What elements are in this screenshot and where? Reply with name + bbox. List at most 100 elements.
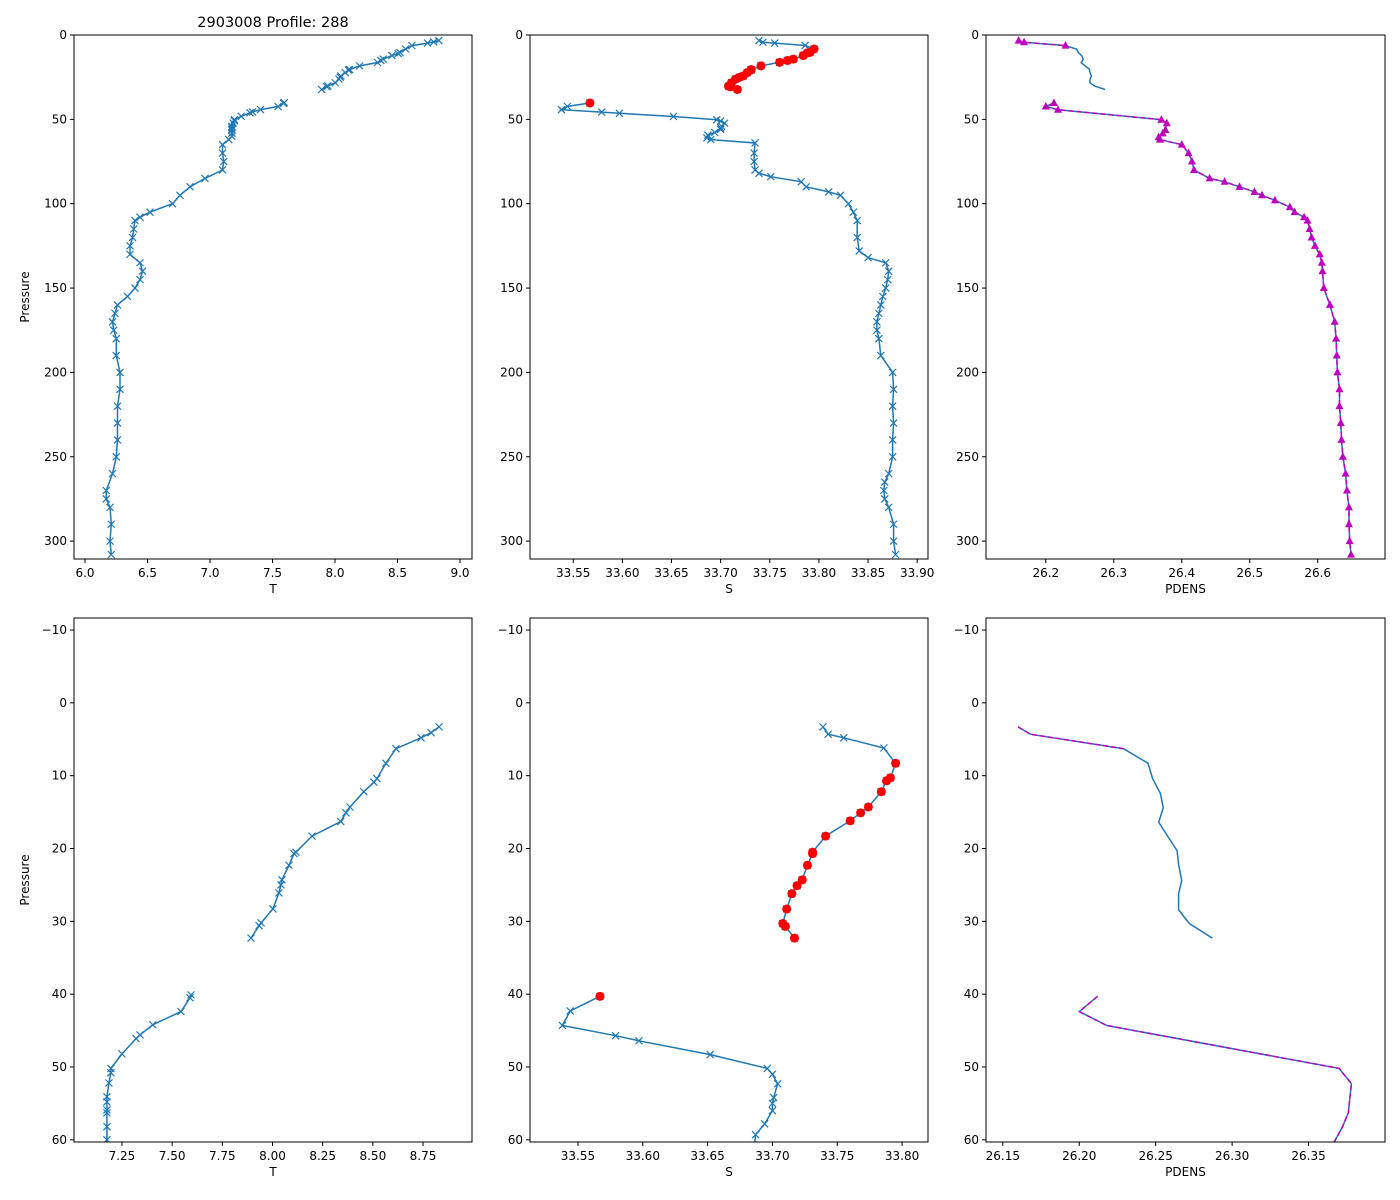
- flagged-point-marker: [845, 816, 855, 826]
- data-point-x-marker: [227, 126, 236, 134]
- x-tick-label: 33.55: [561, 1149, 595, 1163]
- x-tick-label: 8.50: [359, 1149, 386, 1163]
- y-tick-label: 30: [508, 914, 523, 928]
- data-point-x-marker: [346, 803, 354, 811]
- data-point-x-marker: [750, 149, 758, 158]
- panel-s-zoom: 33.55 33.60 33.65 33.70 33.75 33.80 −10 0 10 20 30…: [498, 617, 929, 1179]
- data-point-x-marker: [279, 99, 288, 108]
- data-point-x-marker: [237, 112, 246, 121]
- y-tick-label: 100: [500, 197, 523, 211]
- y-tick-label: 150: [500, 281, 523, 295]
- data-point-x-marker: [751, 1130, 760, 1139]
- data-point-x-marker: [557, 105, 566, 114]
- flagged-point-marker: [876, 787, 886, 797]
- data-point-x-marker: [274, 889, 283, 897]
- data-point-x-marker: [864, 253, 872, 262]
- good-pdens-marker: [1337, 435, 1346, 443]
- data-point-x-marker: [824, 730, 833, 739]
- data-point-x-marker: [716, 125, 725, 134]
- flagged-point-marker: [802, 860, 812, 870]
- axes-frame: [73, 34, 473, 560]
- good-pdens-marker: [1054, 105, 1063, 113]
- x-axis-label: PDENS: [1165, 1165, 1206, 1179]
- data-point-x-marker: [855, 247, 864, 255]
- data-point-x-marker: [836, 191, 845, 200]
- y-tick-label: 50: [52, 1060, 67, 1074]
- data-point-x-marker: [322, 82, 331, 91]
- data-point-x-marker: [224, 135, 233, 144]
- data-point-x-marker: [706, 135, 715, 144]
- series-line-pdens: [1018, 39, 1352, 555]
- data-point-x-marker: [880, 495, 889, 503]
- data-point-x-marker: [218, 166, 227, 174]
- data-point-x-marker: [176, 191, 184, 200]
- good-pdens-marker: [1061, 41, 1070, 49]
- data-point-x-marker: [889, 537, 898, 546]
- data-point-x-marker: [884, 503, 893, 512]
- data-point-x-marker: [113, 419, 122, 427]
- data-point-x-marker: [113, 402, 122, 411]
- x-tick-label: 8.25: [309, 1149, 336, 1163]
- good-pdens-marker: [1318, 266, 1327, 275]
- data-point-x-marker: [108, 469, 117, 478]
- y-tick-label: 10: [964, 769, 979, 783]
- x-tick-label: 7.75: [209, 1149, 236, 1163]
- y-tick-label: 200: [956, 365, 979, 379]
- data-point-x-marker: [227, 129, 236, 138]
- data-point-x-marker: [802, 182, 811, 191]
- x-axis-label: S: [725, 1165, 733, 1179]
- data-point-x-marker: [102, 495, 111, 503]
- x-tick-label: 33.70: [703, 566, 737, 580]
- good-pdens-marker: [1330, 317, 1339, 325]
- good-pdens-marker: [1290, 207, 1299, 216]
- series-line-t: [105, 39, 439, 555]
- good-pdens-line: [1018, 39, 1352, 555]
- y-tick-label: 20: [52, 842, 67, 856]
- data-point-x-marker: [107, 520, 116, 529]
- y-tick-label: 50: [964, 1060, 979, 1074]
- x-tick-label: 26.3: [1100, 566, 1127, 580]
- data-point-x-marker: [274, 102, 282, 111]
- data-point-x-marker: [755, 169, 763, 178]
- data-point-x-marker: [359, 787, 368, 796]
- data-point-x-marker: [107, 1068, 115, 1077]
- data-point-x-marker: [290, 849, 298, 858]
- data-point-x-marker: [255, 921, 263, 930]
- y-tick-label: −10: [42, 623, 67, 637]
- y-axis-label: Pressure: [18, 271, 32, 322]
- data-point-x-marker: [129, 225, 138, 233]
- y-tick-label: 150: [956, 281, 979, 295]
- y-tick-label: 20: [964, 842, 979, 856]
- x-tick-label: 8.00: [259, 1149, 286, 1163]
- flagged-point-marker: [789, 933, 799, 943]
- data-point-x-marker: [146, 208, 154, 217]
- good-pdens-marker: [1347, 550, 1356, 558]
- data-point-x-marker: [331, 78, 340, 87]
- y-tick-label: 100: [956, 197, 979, 211]
- axes-frame: [985, 34, 1386, 560]
- good-pdens-marker: [1049, 98, 1058, 106]
- good-pdens-marker: [1300, 212, 1309, 221]
- y-tick-label: −10: [954, 623, 979, 637]
- panel-t-zoom: 7.25 7.50 7.75 8.00 8.25 8.50 8.75 −10 0 10 20 30 40…: [18, 617, 473, 1179]
- y-tick-label: 60: [508, 1133, 523, 1147]
- data-point-x-marker: [401, 45, 410, 53]
- good-pdens-marker: [1220, 177, 1229, 185]
- data-point-x-marker: [369, 778, 378, 787]
- series-line-t: [105, 726, 440, 1142]
- x-tick-label: 26.20: [1062, 1149, 1096, 1163]
- x-tick-label: 33.75: [753, 566, 787, 580]
- data-point-x-marker: [878, 292, 887, 301]
- data-point-x-marker: [109, 326, 118, 335]
- data-point-x-marker: [758, 38, 767, 47]
- flagged-point-marker: [863, 802, 873, 812]
- data-point-x-marker: [563, 102, 572, 111]
- data-point-x-marker: [230, 116, 239, 125]
- data-point-x-marker: [768, 1099, 777, 1108]
- good-pdens-marker: [1158, 128, 1167, 137]
- data-point-x-marker: [123, 292, 132, 301]
- good-pdens-marker: [1303, 216, 1312, 224]
- x-tick-label: 33.60: [626, 1149, 660, 1163]
- y-tick-label: 250: [500, 450, 523, 464]
- good-pdens-marker: [1270, 195, 1279, 204]
